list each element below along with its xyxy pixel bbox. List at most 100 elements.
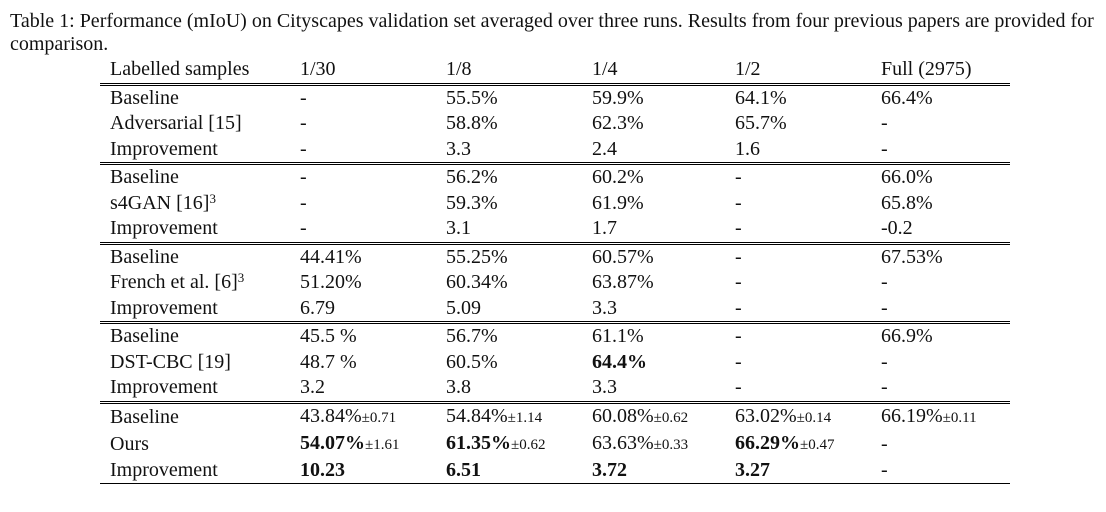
- value-cell: 1.6: [735, 137, 881, 164]
- method-cell: Baseline: [100, 241, 300, 270]
- cell-value: -0.2: [881, 217, 913, 240]
- cell-value: 3.8: [446, 376, 471, 399]
- cell-value: 60.57%: [592, 245, 654, 268]
- cell-value: -: [735, 166, 742, 189]
- cell-value: 65.8%: [881, 191, 933, 214]
- cell-value: 2.4: [592, 137, 617, 160]
- value-cell: 3.8: [446, 375, 592, 402]
- cell-value: -: [300, 217, 307, 240]
- value-cell: 43.84%±0.71: [300, 400, 446, 431]
- value-cell: 55.25%: [446, 241, 592, 270]
- std-dev: ±0.47: [800, 436, 835, 453]
- cell-value: 6.51: [446, 458, 481, 481]
- header-cell: 1/2: [735, 58, 761, 81]
- method-cell: Baseline: [100, 162, 300, 191]
- value-cell: -: [881, 296, 1010, 323]
- method-label: Baseline: [110, 166, 179, 189]
- table-caption: Table 1: Performance (mIoU) on Cityscape…: [10, 10, 1094, 55]
- footnote-marker: 3: [237, 270, 245, 286]
- table-row: DST-CBC [19] 48.7 % 60.5% 64.4% - -: [100, 350, 1010, 376]
- value-cell: 59.3%: [446, 191, 592, 217]
- method-label: Improvement: [110, 137, 218, 160]
- cell-value: -: [881, 296, 888, 319]
- cell-value: 3.2: [300, 376, 325, 399]
- cell-value: -: [735, 296, 742, 319]
- std-dev: ±0.14: [796, 409, 832, 426]
- method-cell: Baseline: [100, 400, 300, 431]
- cell-value: 61.1%: [592, 325, 644, 348]
- method-label: Adversarial [15]: [110, 112, 242, 135]
- cell-value: 3.72: [592, 458, 627, 481]
- cell-value: 66.9%: [881, 325, 933, 348]
- value-cell: 60.34%: [446, 270, 592, 296]
- header-cell: 1/30: [300, 58, 336, 81]
- table-row: Baseline 44.41% 55.25% 60.57% - 67.53%: [100, 241, 1010, 270]
- cell-value: 5.09: [446, 296, 481, 319]
- table-row: French et al. [6]3 51.20% 60.34% 63.87% - -: [100, 270, 1010, 296]
- method-cell: French et al. [6]3: [100, 270, 300, 296]
- footnote-marker: 3: [209, 190, 216, 206]
- header-cell: 1/4: [592, 58, 618, 81]
- cell-value: -: [300, 112, 307, 135]
- cell-value: 62.3%: [592, 112, 644, 135]
- value-cell: -: [881, 457, 1010, 484]
- cell-value: -: [735, 245, 742, 268]
- cell-value: 48.7 %: [300, 350, 357, 373]
- cell-value: 55.25%: [446, 245, 508, 268]
- method-cell: DST-CBC [19]: [100, 350, 300, 376]
- cell-value: 66.0%: [881, 166, 933, 189]
- cell-value: 60.2%: [592, 166, 644, 189]
- header-cell: 1/8: [446, 58, 472, 81]
- cell-value: -: [881, 376, 888, 399]
- cell-value: 63.02%: [735, 404, 797, 427]
- value-cell: -: [735, 296, 881, 323]
- method-label: Baseline: [110, 245, 179, 268]
- table-group: Baseline -56.2% 60.2% -66.0% s4GAN [16]3-59.…: [100, 162, 1010, 244]
- table-row: Adversarial [15] - 58.8% 62.3% 65.7% -: [100, 111, 1010, 137]
- table-row: Baseline - 55.5% 59.9% 64.1% 66.4%: [100, 82, 1010, 111]
- table-row: Improvement 6.79 5.09 3.3 - -: [100, 296, 1010, 323]
- table-row: Improvement - 3.1 1.7 - -0.2: [100, 216, 1010, 243]
- value-cell: 62.3%: [592, 111, 735, 137]
- value-cell: 3.27: [735, 457, 881, 484]
- value-cell: 6.79: [300, 296, 446, 323]
- value-cell: 66.9%: [881, 321, 1010, 350]
- cell-value: -: [300, 86, 307, 109]
- value-cell: 67.53%: [881, 241, 1010, 270]
- cell-value: -: [300, 166, 307, 189]
- table-row: Improvement - 3.3 2.4 1.6 -: [100, 137, 1010, 164]
- cell-value: -: [881, 350, 888, 373]
- cell-value: 59.3%: [446, 191, 498, 214]
- cell-value: 60.08%: [592, 404, 654, 427]
- value-cell: 63.87%: [592, 270, 735, 296]
- cell-value: 56.7%: [446, 325, 498, 348]
- value-cell: 3.3: [592, 296, 735, 323]
- cell-value: 54.84%: [446, 404, 508, 427]
- value-cell: -: [735, 350, 881, 376]
- method-cell: Ours: [100, 431, 300, 458]
- cell-value: 64.4%: [592, 350, 647, 373]
- value-cell: -0.2: [881, 216, 1010, 243]
- method-label: Ours: [110, 432, 149, 455]
- value-cell: 61.9%: [592, 191, 735, 217]
- method-cell: Improvement: [100, 457, 300, 484]
- value-cell: -: [881, 137, 1010, 164]
- cell-value: 66.4%: [881, 86, 933, 109]
- table-header: Labelled samples 1/30 1/8 1/4 1/2 Full (…: [100, 57, 1010, 84]
- value-cell: 54.84%±1.14: [446, 400, 592, 431]
- value-cell: -: [881, 270, 1010, 296]
- cell-value: -: [735, 217, 742, 240]
- header-cell: Full (2975): [881, 58, 972, 81]
- cell-value: 58.8%: [446, 112, 498, 135]
- value-cell: -: [881, 431, 1010, 458]
- value-cell: 3.2: [300, 375, 446, 402]
- value-cell: 65.7%: [735, 111, 881, 137]
- cell-value: -: [300, 137, 307, 160]
- method-label: Baseline: [110, 86, 179, 109]
- value-cell: -: [735, 375, 881, 402]
- value-cell: -: [300, 162, 446, 191]
- method-label: Improvement: [110, 296, 218, 319]
- cell-value: -: [881, 271, 888, 294]
- cell-value: 66.29%: [735, 431, 800, 454]
- method-cell: Improvement: [100, 375, 300, 402]
